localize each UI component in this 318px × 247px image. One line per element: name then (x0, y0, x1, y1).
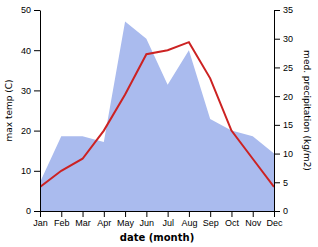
y-axis: 0 10 20 30 40 50 (21, 5, 41, 216)
tick: 20 (274, 92, 293, 102)
y2-axis: 0 5 10 15 20 25 30 35 (274, 5, 293, 216)
tick-mark (61, 211, 62, 217)
area (40, 21, 274, 211)
tick-label: Oct (225, 218, 240, 228)
tick: 35 (274, 5, 293, 15)
tick: 25 (274, 63, 293, 73)
marks (40, 21, 274, 211)
tick-label: Nov (245, 218, 262, 228)
tick-label: Feb (54, 218, 70, 228)
tick: Nov (245, 211, 262, 228)
tick: Feb (54, 211, 70, 228)
tick: Jul (162, 211, 174, 228)
tick-mark (253, 211, 254, 217)
y-axis-title: max temp (C) (4, 79, 14, 141)
tick-label: 10 (283, 149, 293, 159)
tick-label: Apr (97, 218, 111, 228)
tick-label: 40 (21, 46, 31, 56)
tick: Mar (75, 211, 91, 228)
tick-label: Jan (33, 218, 48, 228)
tick-label: 10 (21, 166, 31, 176)
tick: May (117, 211, 135, 228)
tick-label: Mar (75, 218, 91, 228)
tick: Dec (266, 211, 283, 228)
tick-label: 25 (283, 63, 293, 73)
tick-mark (231, 211, 232, 217)
tick: 30 (21, 86, 40, 96)
tick-mark (189, 211, 190, 217)
tick-mark (104, 211, 105, 217)
line (40, 42, 274, 187)
tick: 20 (21, 126, 40, 136)
tick-label: 0 (283, 206, 288, 216)
axis-line (40, 11, 41, 212)
tick-label: 20 (283, 92, 293, 102)
tick: Jun (140, 211, 155, 228)
tick: 40 (21, 46, 40, 56)
tick-mark (274, 154, 280, 155)
plot: JanFebMarAprMayJunJulAugSepOctNovDec0102… (4, 5, 312, 243)
tick: 10 (21, 166, 40, 176)
tick-label: 20 (21, 126, 31, 136)
tick-mark (34, 90, 40, 91)
tick-mark (274, 211, 280, 212)
tick-label: Sep (203, 218, 219, 228)
tick-label: Jun (140, 218, 155, 228)
tick-mark (83, 211, 84, 217)
tick-label: May (117, 218, 135, 228)
tick-label: 0 (26, 206, 31, 216)
tick: Oct (225, 211, 240, 228)
tick-label: 30 (21, 86, 31, 96)
tick: Aug (181, 211, 197, 228)
x-axis: Jan Feb Mar Apr May Jun Jul Aug Sep Oct Nov Dec (33, 211, 283, 228)
tick-label: Aug (181, 218, 197, 228)
tick-mark (34, 171, 40, 172)
tick-mark (274, 96, 280, 97)
tick: 0 (274, 206, 288, 216)
tick-mark (274, 182, 280, 183)
tick-mark (125, 211, 126, 217)
tick: 0 (26, 206, 40, 216)
tick-mark (40, 211, 41, 217)
tick-mark (210, 211, 211, 217)
tick-label: 50 (21, 5, 31, 15)
tick: 10 (274, 149, 293, 159)
x-axis-title: date (month) (120, 232, 194, 243)
tick-mark (34, 10, 40, 11)
tick: 30 (274, 34, 293, 44)
tick: 5 (274, 178, 288, 188)
tick-mark (168, 211, 169, 217)
tick-mark (34, 50, 40, 51)
tick: Jan (33, 211, 48, 228)
tick-mark (34, 211, 40, 212)
tick: 15 (274, 120, 293, 130)
tick-mark (274, 67, 280, 68)
tick: Apr (97, 211, 111, 228)
axis-line (274, 11, 275, 212)
tick-mark (274, 125, 280, 126)
tick-label: 5 (283, 178, 288, 188)
y2-axis-title: med. precipitation (kg/m2) (302, 50, 312, 171)
axis-line (41, 211, 275, 212)
tick: Sep (203, 211, 219, 228)
tick: 50 (21, 5, 40, 15)
tick-label: Dec (266, 218, 283, 228)
tick-mark (274, 39, 280, 40)
tick-label: Jul (162, 218, 174, 228)
tick-mark (146, 211, 147, 217)
tick-mark (34, 131, 40, 132)
tick-mark (274, 10, 280, 11)
tick-label: 30 (283, 34, 293, 44)
tick-label: 35 (283, 5, 293, 15)
chart: JanFebMarAprMayJunJulAugSepOctNovDec0102… (0, 0, 318, 247)
tick-label: 15 (283, 120, 293, 130)
